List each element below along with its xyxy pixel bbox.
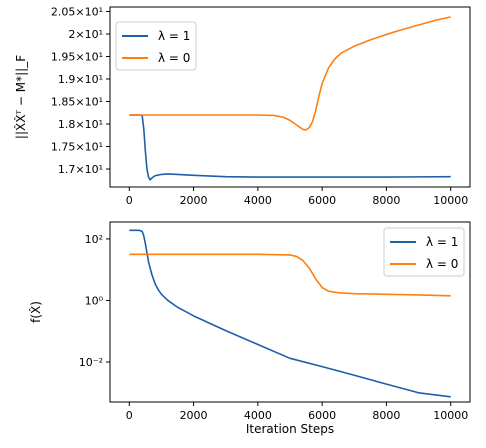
top-y-tick-label: 1.95×10¹ (51, 51, 103, 64)
top-series-line-1 (129, 114, 451, 181)
top-y-tick-label: 2.05×10¹ (51, 6, 103, 19)
top-y-tick-label: 1.7×10¹ (58, 163, 103, 176)
top-chart: 0 2000 4000 6000 8000 10000 1.7×10¹1.75×10¹1.… (14, 6, 471, 207)
bottom-y-tick-label: 10⁰ (85, 294, 104, 307)
bottom-legend: λ = 1 λ = 0 (383, 227, 465, 277)
top-legend-label-1: λ = 1 (158, 29, 190, 43)
bottom-x-tick-label: 8000 (372, 409, 400, 422)
top-y-tick-label: 1.75×10¹ (51, 141, 103, 154)
top-x-tick-label: 8000 (372, 194, 400, 207)
bottom-x-tick-label: 0 (126, 409, 133, 422)
top-legend-label-2: λ = 0 (158, 51, 190, 65)
top-series-group (129, 16, 451, 181)
top-x-tick-label: 10000 (433, 194, 468, 207)
bottom-series-line-1 (129, 229, 451, 398)
bottom-y-ticks: 10² 10⁰ 10⁻² (79, 233, 110, 369)
top-x-tick-label: 6000 (308, 194, 336, 207)
bottom-y-tick-label: 10² (85, 233, 103, 246)
top-legend: λ = 1 λ = 0 (115, 21, 197, 71)
top-y-tick-label: 1.8×10¹ (58, 118, 103, 131)
top-x-tick-label: 2000 (180, 194, 208, 207)
bottom-x-tick-label: 4000 (244, 409, 272, 422)
bottom-x-ticks: 0 2000 4000 6000 8000 10000 (126, 402, 468, 422)
top-y-tick-label: 2×10¹ (68, 28, 103, 41)
bottom-legend-label-1: λ = 1 (426, 235, 458, 249)
bottom-y-tick-label: 10⁻² (79, 356, 103, 369)
top-plot-frame (109, 6, 471, 188)
bottom-series-line-2 (129, 253, 451, 297)
bottom-series-group (129, 229, 451, 398)
top-y-axis-label: ||X̂X̂ᵀ − M*||_F (14, 55, 28, 139)
top-y-tick-label: 1.9×10¹ (58, 73, 103, 86)
top-series-line-2 (129, 16, 451, 131)
bottom-x-tick-label: 10000 (433, 409, 468, 422)
bottom-x-tick-label: 2000 (180, 409, 208, 422)
bottom-legend-label-2: λ = 0 (426, 257, 458, 271)
bottom-y-axis-label: f(X̂) (29, 301, 43, 323)
top-y-tick-label: 1.85×10¹ (51, 96, 103, 109)
bottom-x-axis-label: Iteration Steps (246, 422, 334, 436)
top-y-ticks: 1.7×10¹ 1.75×10¹ 1.8×10¹ 1.85×10¹ 1.9×10¹ 1.9… (51, 6, 110, 176)
top-x-tick-label: 0 (126, 194, 133, 207)
top-x-ticks: 0 2000 4000 6000 8000 10000 (126, 187, 468, 207)
top-x-tick-label: 4000 (244, 194, 272, 207)
bottom-plot-frame (109, 221, 471, 403)
bottom-x-tick-label: 6000 (308, 409, 336, 422)
